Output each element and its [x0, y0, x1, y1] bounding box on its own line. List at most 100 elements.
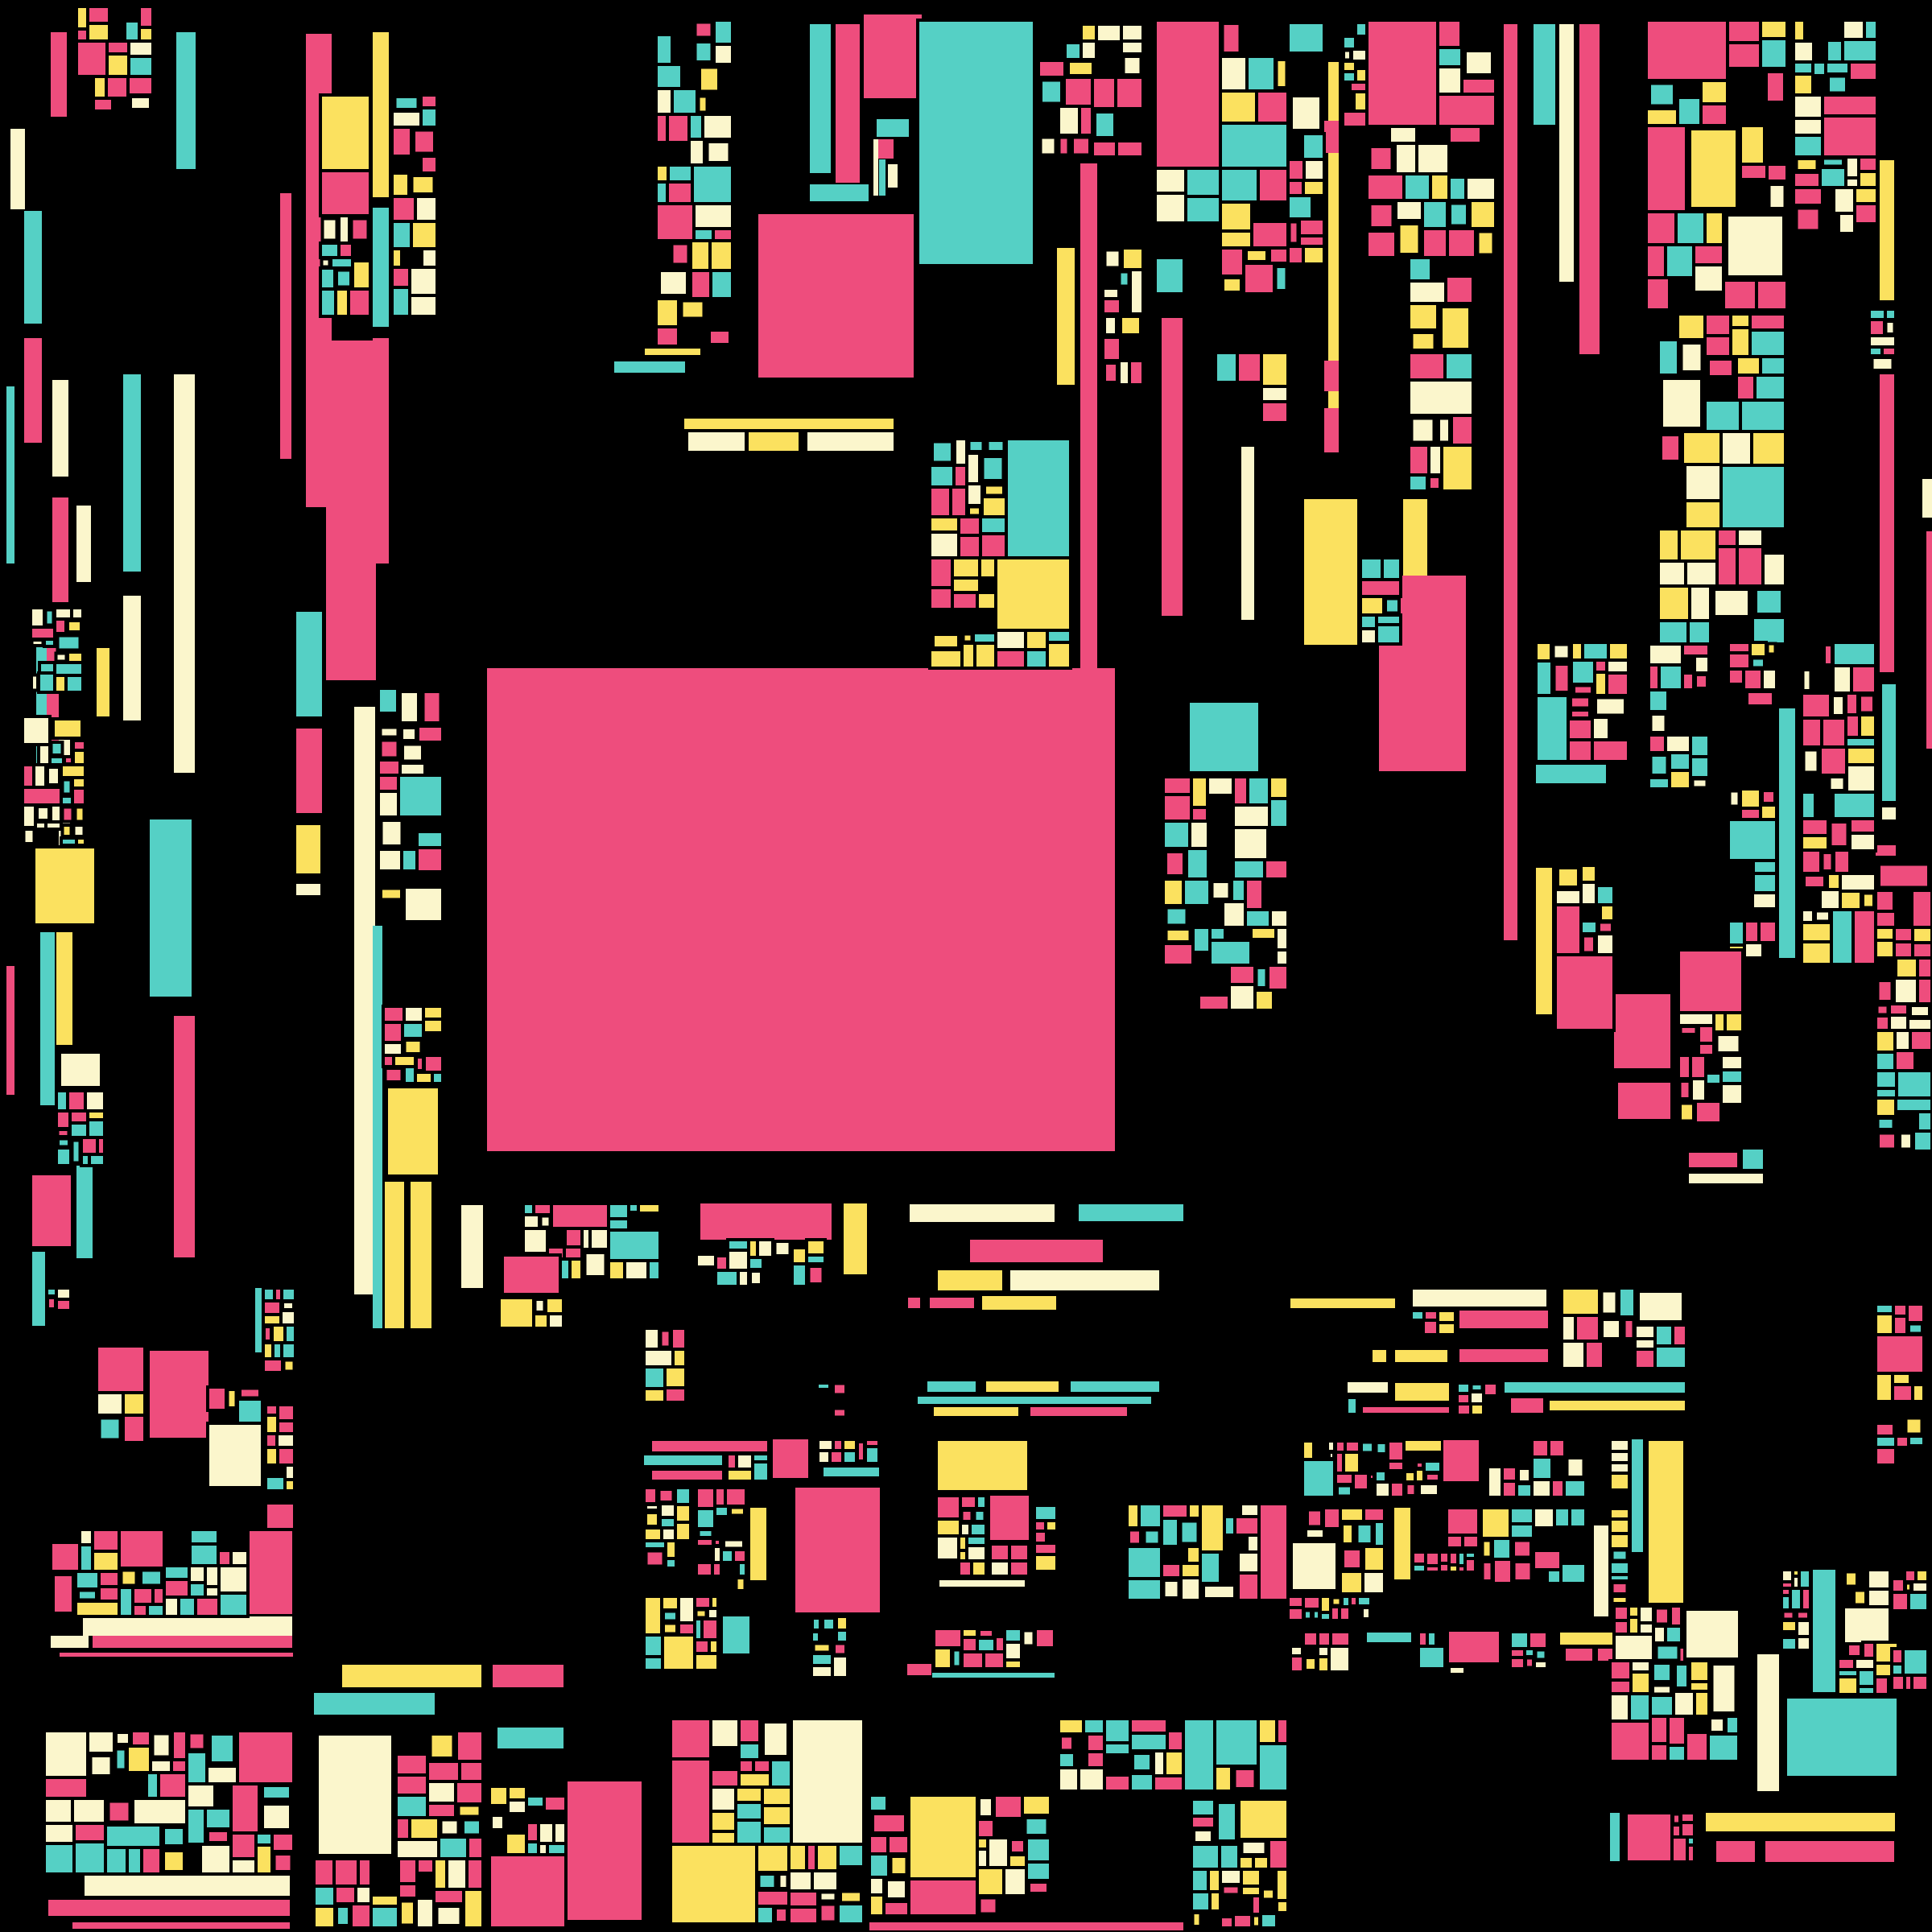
mosaic-tile — [960, 1636, 979, 1653]
mosaic-tile — [378, 738, 400, 760]
mosaic-tile — [1907, 1591, 1930, 1612]
art-rect — [1618, 1083, 1670, 1119]
mosaic-tile — [254, 1831, 274, 1847]
mosaic-tile — [1436, 46, 1463, 68]
mosaic-tile — [127, 55, 155, 78]
mosaic-tile — [654, 325, 680, 348]
art-rect — [1876, 845, 1896, 856]
mosaic-tile — [1547, 1438, 1567, 1459]
mosaic-tile — [279, 1309, 297, 1327]
mosaic-tile — [1417, 1645, 1447, 1670]
mosaic-tile — [1729, 326, 1752, 358]
mosaic-tile — [1580, 934, 1597, 955]
mosaic-tile — [1715, 545, 1739, 588]
mosaic-tile — [928, 515, 960, 534]
art-rect — [749, 432, 799, 451]
mosaic-tile — [1745, 690, 1775, 708]
mosaic-tile — [1761, 667, 1778, 691]
mosaic-tile — [970, 1559, 988, 1578]
art-rect — [10, 129, 25, 209]
mosaic-tile — [1274, 1868, 1290, 1902]
mosaic-tile — [1910, 1674, 1930, 1692]
mosaic-tile — [1340, 1522, 1356, 1546]
mosaic-tile — [976, 591, 997, 611]
mosaic-tile — [1893, 1029, 1912, 1052]
mosaic-tile — [931, 440, 954, 464]
mosaic-tile — [170, 1758, 188, 1774]
mosaic-tile — [1567, 738, 1594, 763]
mosaic-tile — [1890, 1662, 1905, 1677]
mosaic-tile — [1359, 595, 1385, 617]
art-rect — [877, 119, 909, 137]
mosaic-tile — [1117, 270, 1131, 288]
mosaic-tile — [1789, 1587, 1803, 1612]
mosaic-tile — [1567, 717, 1594, 741]
mosaic-tile — [642, 1526, 663, 1542]
art-rect — [1348, 1399, 1356, 1413]
mosaic-tile — [316, 1732, 394, 1857]
mosaic-tile — [550, 1202, 610, 1230]
mosaic-tile — [1021, 1629, 1036, 1648]
mosaic-tile — [986, 1836, 1010, 1869]
mosaic-tile — [91, 1528, 121, 1553]
mosaic-tile — [22, 828, 36, 845]
mosaic-tile — [1657, 559, 1687, 588]
mosaic-tile — [1828, 819, 1850, 849]
mosaic-tile — [1736, 545, 1765, 588]
mosaic-tile — [1660, 377, 1703, 430]
mosaic-tile — [1874, 889, 1896, 913]
mosaic-tile — [1876, 1116, 1896, 1132]
mosaic-tile — [270, 1831, 295, 1853]
mosaic-tile — [1901, 1647, 1930, 1677]
mosaic-tile — [1374, 1440, 1389, 1456]
mosaic-tile — [1057, 135, 1071, 157]
art-rect — [1443, 1440, 1479, 1481]
mosaic-tile — [147, 1348, 212, 1441]
mosaic-tile — [1436, 416, 1452, 444]
mosaic-tile — [957, 1559, 973, 1578]
mosaic-tile — [666, 113, 691, 144]
mosaic-tile — [748, 1269, 764, 1286]
mosaic-tile — [1021, 1794, 1052, 1817]
mosaic-tile — [354, 1885, 373, 1905]
mosaic-tile — [737, 1561, 748, 1578]
mosaic-tile — [73, 805, 86, 824]
mosaic-tile — [1339, 1570, 1364, 1596]
art-rect — [700, 1203, 832, 1240]
mosaic-tile — [119, 1568, 138, 1587]
art-rect — [314, 1693, 435, 1715]
mosaic-tile — [1820, 716, 1847, 749]
mosaic-tile — [689, 269, 712, 300]
art-rect — [688, 432, 745, 451]
mosaic-tile — [1005, 437, 1072, 559]
mosaic-tile — [1257, 1717, 1278, 1745]
mosaic-tile — [335, 1905, 351, 1927]
mosaic-tile — [379, 819, 404, 848]
mosaic-tile — [993, 1794, 1024, 1820]
mosaic-tile — [692, 227, 715, 242]
mosaic-tile — [1844, 691, 1860, 716]
mosaic-tile — [75, 836, 87, 847]
mosaic-tile — [185, 1782, 217, 1810]
mosaic-tile — [43, 1797, 74, 1825]
mosaic-tile — [756, 1238, 774, 1259]
mosaic-tile — [654, 63, 683, 90]
mosaic-tile — [127, 39, 155, 58]
mosaic-tile — [1874, 1096, 1897, 1118]
mosaic-tile — [1427, 444, 1443, 477]
mosaic-tile — [1512, 1560, 1534, 1583]
mosaic-tile — [1254, 966, 1269, 989]
mosaic-tile — [1825, 39, 1844, 64]
mosaic-tile — [1560, 1286, 1601, 1317]
mosaic-tile — [264, 1501, 296, 1531]
mosaic-tile — [1800, 791, 1817, 820]
mosaic-tile — [1821, 156, 1845, 168]
mosaic-tile — [654, 202, 696, 242]
mosaic-tile — [1703, 210, 1725, 246]
art-rect — [51, 1636, 89, 1648]
mosaic-tile — [1038, 135, 1058, 157]
mosaic-tile — [1759, 355, 1787, 377]
mosaic-tile — [1154, 19, 1222, 170]
mosaic-tile — [1824, 60, 1851, 76]
mosaic-tile — [928, 530, 960, 559]
